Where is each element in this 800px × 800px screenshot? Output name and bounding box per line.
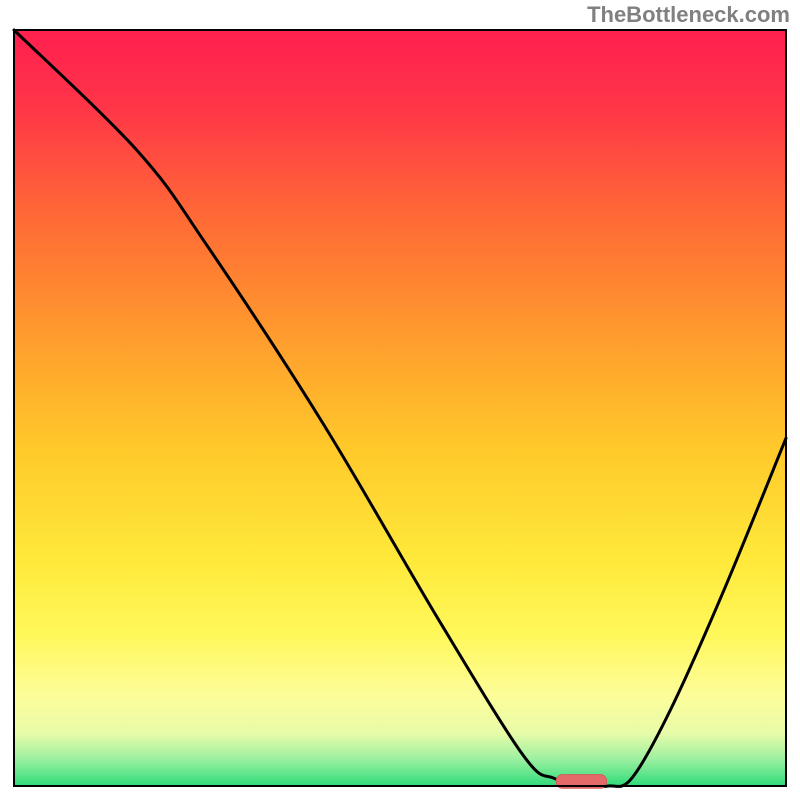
watermark-text: TheBottleneck.com — [587, 2, 790, 28]
chart-svg — [0, 0, 800, 800]
chart-container: TheBottleneck.com — [0, 0, 800, 800]
